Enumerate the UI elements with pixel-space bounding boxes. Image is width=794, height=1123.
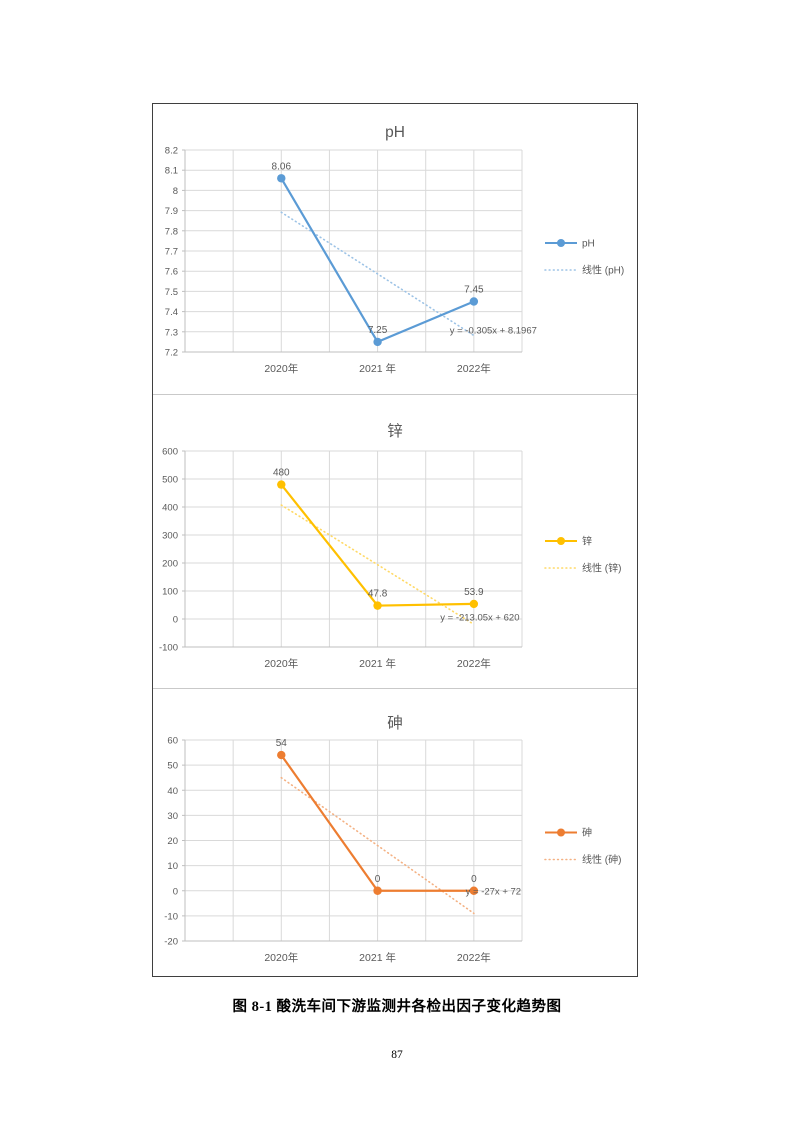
legend-series-label: 锌 <box>582 535 592 548</box>
svg-text:2020年: 2020年 <box>264 362 298 375</box>
data-label: 8.06 <box>272 161 292 172</box>
svg-text:7.4: 7.4 <box>165 307 178 318</box>
legend-series-marker <box>557 239 565 247</box>
data-point <box>469 297 479 306</box>
data-label: 7.45 <box>464 285 484 296</box>
svg-text:10: 10 <box>167 861 178 872</box>
data-label: 53.9 <box>464 587 484 598</box>
svg-text:2021 年: 2021 年 <box>359 951 396 964</box>
legend-series-label: pH <box>582 239 595 250</box>
gridlines <box>182 149 523 353</box>
legend: 砷线性 (砷) <box>544 827 621 866</box>
data-point <box>469 599 479 609</box>
data-point <box>277 174 286 183</box>
chart-panel-arsenic: 砷 60 50 40 30 20 10 0 -10 -20 2020年 2021 年 2022年 54 0 0… <box>153 689 637 976</box>
data-point <box>373 601 382 610</box>
x-tick-labels: 2020年 2021 年 2022年 <box>264 657 490 670</box>
svg-text:500: 500 <box>162 475 178 486</box>
svg-text:8.2: 8.2 <box>165 146 178 157</box>
trendline-equation: y = -27x + 72 <box>466 886 521 897</box>
data-label: 47.8 <box>368 589 388 600</box>
svg-text:50: 50 <box>167 761 178 772</box>
gridlines <box>182 450 523 648</box>
svg-text:7.8: 7.8 <box>165 226 178 237</box>
svg-text:7.3: 7.3 <box>165 327 178 338</box>
legend-series-marker <box>557 537 565 545</box>
svg-text:7.9: 7.9 <box>165 206 178 217</box>
y-tick-labels: 60 50 40 30 20 10 0 -10 -20 <box>164 736 178 948</box>
y-tick-labels: 600 500 400 300 200 100 0 -100 <box>159 447 178 654</box>
legend-series-label: 砷 <box>582 827 592 839</box>
data-point <box>373 337 382 347</box>
y-tick-labels: 8.2 8.1 8 7.9 7.8 7.7 7.6 7.5 7.4 7.3 7.2 <box>165 146 178 359</box>
data-label: 480 <box>273 468 290 479</box>
legend-trendline-label: 线性 (锌) <box>582 562 621 575</box>
svg-text:-100: -100 <box>159 643 178 654</box>
legend-trendline-label: 线性 (pH) <box>582 264 624 277</box>
svg-text:400: 400 <box>162 503 178 514</box>
svg-text:2020年: 2020年 <box>264 657 298 670</box>
chart-title: pH <box>385 124 405 141</box>
svg-text:2021 年: 2021 年 <box>359 657 396 670</box>
svg-text:2022年: 2022年 <box>457 657 491 670</box>
svg-text:60: 60 <box>167 736 178 747</box>
trendline-equation: y = -0.305x + 8.1967 <box>450 325 537 336</box>
svg-text:2022年: 2022年 <box>457 951 491 964</box>
svg-text:8: 8 <box>173 186 178 197</box>
page-number: 87 <box>391 1049 403 1061</box>
legend-trendline-label: 线性 (砷) <box>582 853 621 866</box>
chart-title: 锌 <box>387 422 403 440</box>
svg-text:-10: -10 <box>164 911 178 922</box>
x-tick-labels: 2020年 2021 年 2022年 <box>264 951 490 964</box>
chart-panel-zinc: 锌 600 500 400 300 200 100 0 -100 2020年 2021 年 2022年… <box>153 395 637 689</box>
data-label: 0 <box>471 874 477 885</box>
figure-box: pH 8.2 8.1 8 7.9 7.8 7.7 7.6 7.5 7.4 7.3 7.2 2020年 20… <box>152 103 638 977</box>
svg-text:30: 30 <box>167 811 178 822</box>
svg-text:8.1: 8.1 <box>165 166 178 177</box>
svg-text:40: 40 <box>167 786 178 797</box>
svg-text:20: 20 <box>167 836 178 847</box>
chart-panel-ph: pH 8.2 8.1 8 7.9 7.8 7.7 7.6 7.5 7.4 7.3 7.2 2020年 20… <box>153 104 637 395</box>
data-label: 0 <box>375 874 381 885</box>
svg-text:2020年: 2020年 <box>264 951 298 964</box>
svg-text:300: 300 <box>162 531 178 542</box>
svg-text:600: 600 <box>162 447 178 458</box>
gridlines <box>182 739 523 942</box>
figure-caption: 图 8-1 酸洗车间下游监测井各检出因子变化趋势图 <box>232 999 562 1015</box>
svg-text:7.5: 7.5 <box>165 287 178 298</box>
svg-text:7.6: 7.6 <box>165 267 178 278</box>
svg-text:200: 200 <box>162 559 178 570</box>
svg-text:0: 0 <box>173 886 178 897</box>
svg-text:7.7: 7.7 <box>165 247 178 258</box>
data-label: 54 <box>276 738 288 749</box>
svg-text:7.2: 7.2 <box>165 348 178 359</box>
legend: 锌线性 (锌) <box>544 535 621 575</box>
svg-text:100: 100 <box>162 587 178 598</box>
legend: pH 线性 (pH) <box>544 239 624 277</box>
svg-text:2022年: 2022年 <box>457 362 491 375</box>
data-point <box>277 750 286 760</box>
legend-series-marker <box>557 828 565 837</box>
chart-svg-砷: 砷 60 50 40 30 20 10 0 -10 -20 2020年 2021 年 2022年 54 0 0… <box>164 714 621 964</box>
chart-svg-锌: 锌 600 500 400 300 200 100 0 -100 2020年 2021 年 2022年… <box>159 422 621 670</box>
svg-text:-20: -20 <box>164 937 178 948</box>
data-point <box>469 886 479 895</box>
svg-text:2021 年: 2021 年 <box>359 362 396 375</box>
data-label: 7.25 <box>368 325 388 336</box>
x-tick-labels: 2020年 2021 年 2022年 <box>264 362 490 375</box>
data-point <box>373 886 382 895</box>
data-point <box>277 480 286 489</box>
chart-title: 砷 <box>387 714 403 732</box>
svg-text:0: 0 <box>173 615 178 626</box>
trendline-equation: y = -213.05x + 620 <box>440 612 519 623</box>
